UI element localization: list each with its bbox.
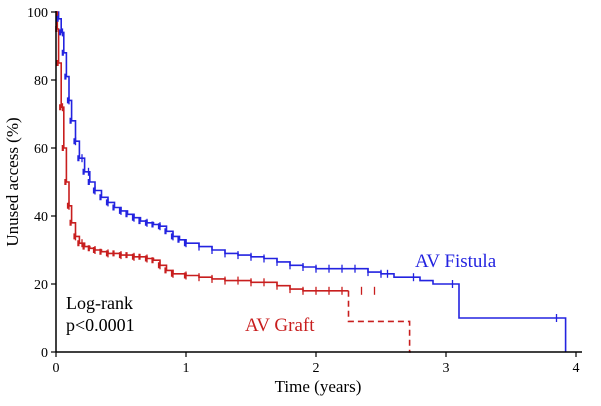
dense-censor-0: [56, 15, 187, 247]
x-ticks: 0 1 2 3 4: [53, 352, 580, 376]
y-tick-label: 20: [34, 278, 48, 293]
y-ticks: 0 20 40 60 80 100: [27, 6, 56, 361]
axes: [55, 11, 582, 353]
y-tick-label: 100: [27, 6, 48, 21]
series-line-av-graft-tail: [347, 290, 411, 353]
y-tick-label: 60: [34, 142, 48, 157]
x-axis-title: Time (years): [275, 377, 362, 396]
series-label-av-fistula: AV Fistula: [415, 251, 497, 272]
x-tick-label: 1: [183, 361, 190, 376]
x-tick-label: 0: [53, 361, 60, 376]
annotation-log-rank: Log-rank: [66, 293, 133, 313]
y-tick-label: 80: [34, 74, 48, 89]
annotation-p-value: p<0.0001: [66, 315, 135, 335]
series-label-av-graft: AV Graft: [245, 315, 315, 336]
x-tick-label: 3: [443, 361, 450, 376]
x-tick-label: 2: [313, 361, 320, 376]
censor-marks-av-fistula: [61, 28, 558, 322]
dense-censor-1: [55, 26, 187, 279]
y-tick-label: 0: [41, 346, 48, 361]
x-tick-label: 4: [573, 361, 580, 376]
censor-marks-av-graft: [61, 103, 376, 295]
y-tick-label: 40: [34, 210, 48, 225]
y-axis-title: Unused access (%): [3, 117, 22, 246]
